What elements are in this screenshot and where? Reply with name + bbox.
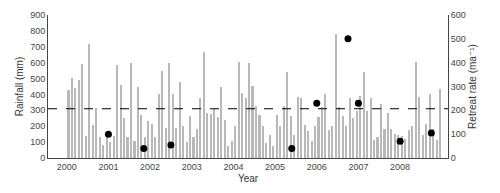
svg-text:600: 600 xyxy=(451,10,466,20)
svg-text:2005: 2005 xyxy=(265,162,285,172)
svg-text:Year: Year xyxy=(238,173,259,184)
svg-text:600: 600 xyxy=(30,58,45,68)
svg-text:200: 200 xyxy=(451,105,466,115)
svg-text:2001: 2001 xyxy=(98,162,118,172)
svg-text:Rainfall (mm): Rainfall (mm) xyxy=(14,57,25,116)
svg-text:400: 400 xyxy=(451,58,466,68)
svg-text:300: 300 xyxy=(30,105,45,115)
svg-text:2003: 2003 xyxy=(182,162,202,172)
svg-text:300: 300 xyxy=(451,82,466,92)
svg-text:2008: 2008 xyxy=(390,162,410,172)
svg-text:0: 0 xyxy=(40,153,45,163)
svg-text:2004: 2004 xyxy=(223,162,243,172)
svg-text:500: 500 xyxy=(451,34,466,44)
svg-text:500: 500 xyxy=(30,74,45,84)
svg-text:200: 200 xyxy=(30,121,45,131)
svg-text:0: 0 xyxy=(451,153,456,163)
svg-text:100: 100 xyxy=(30,137,45,147)
svg-text:700: 700 xyxy=(30,42,45,52)
svg-text:2006: 2006 xyxy=(307,162,327,172)
svg-text:2002: 2002 xyxy=(140,162,160,172)
svg-text:400: 400 xyxy=(30,90,45,100)
svg-text:900: 900 xyxy=(30,10,45,20)
svg-text:800: 800 xyxy=(30,26,45,36)
svg-text:2007: 2007 xyxy=(348,162,368,172)
svg-text:100: 100 xyxy=(451,129,466,139)
svg-text:2000: 2000 xyxy=(57,162,77,172)
svg-text:Retreat rate (ma⁻¹): Retreat rate (ma⁻¹) xyxy=(467,44,478,129)
